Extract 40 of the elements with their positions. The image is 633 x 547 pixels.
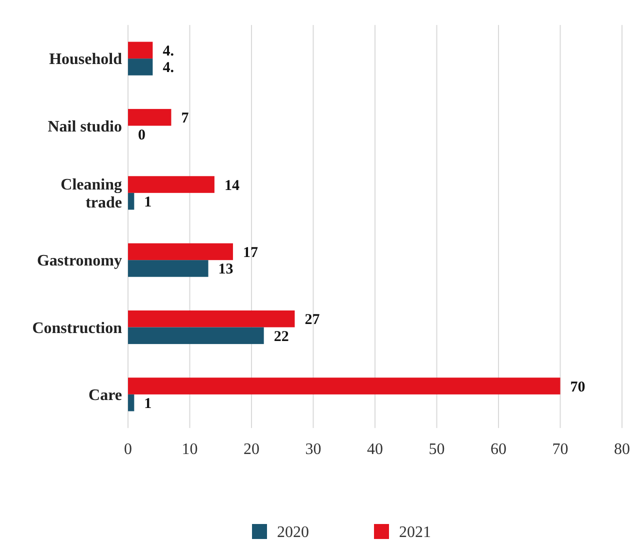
data-label: 27	[304, 312, 320, 328]
data-label: 70	[570, 379, 586, 396]
x-tick-label: 50	[428, 441, 445, 458]
data-label: 1	[144, 194, 152, 211]
data-label: 1	[144, 396, 152, 412]
y-tick-label: Nail studio	[48, 118, 122, 136]
bar	[128, 42, 153, 59]
bar	[128, 192, 134, 210]
x-tick-label: 30	[305, 441, 322, 458]
bar	[128, 327, 264, 344]
bar	[128, 176, 214, 193]
bar	[128, 260, 208, 277]
x-tick-label: 40	[367, 441, 383, 458]
x-tick-label: 10	[182, 441, 198, 458]
x-tick-label: 80	[614, 441, 630, 458]
bar	[128, 378, 560, 394]
data-label: 4.	[162, 60, 174, 76]
y-tick-label: Care	[88, 387, 122, 404]
legend-label: 2021	[399, 524, 431, 541]
data-label: 13	[218, 262, 234, 278]
x-tick-label: 20	[244, 441, 260, 458]
legend-label: 2020	[277, 524, 309, 541]
bar	[128, 58, 153, 76]
bar	[128, 108, 172, 126]
bar	[128, 243, 233, 260]
y-tick-label: Construction	[32, 320, 122, 337]
data-label: 22	[274, 328, 289, 345]
y-tick-label: Gastronomy	[36, 252, 122, 270]
data-label: 14	[224, 178, 240, 194]
bar	[128, 310, 295, 328]
x-tick-label: 70	[552, 441, 568, 458]
data-label: 0	[138, 127, 146, 144]
data-label: 4.	[162, 43, 174, 60]
y-tick-label: Household	[49, 51, 122, 68]
data-label: 17	[242, 244, 258, 261]
data-label: 7	[181, 110, 190, 127]
bar	[128, 394, 134, 412]
y-tick-label: Cleaning trade	[60, 176, 122, 212]
x-tick-label: 0	[124, 441, 132, 458]
x-tick-label: 60	[490, 441, 506, 458]
